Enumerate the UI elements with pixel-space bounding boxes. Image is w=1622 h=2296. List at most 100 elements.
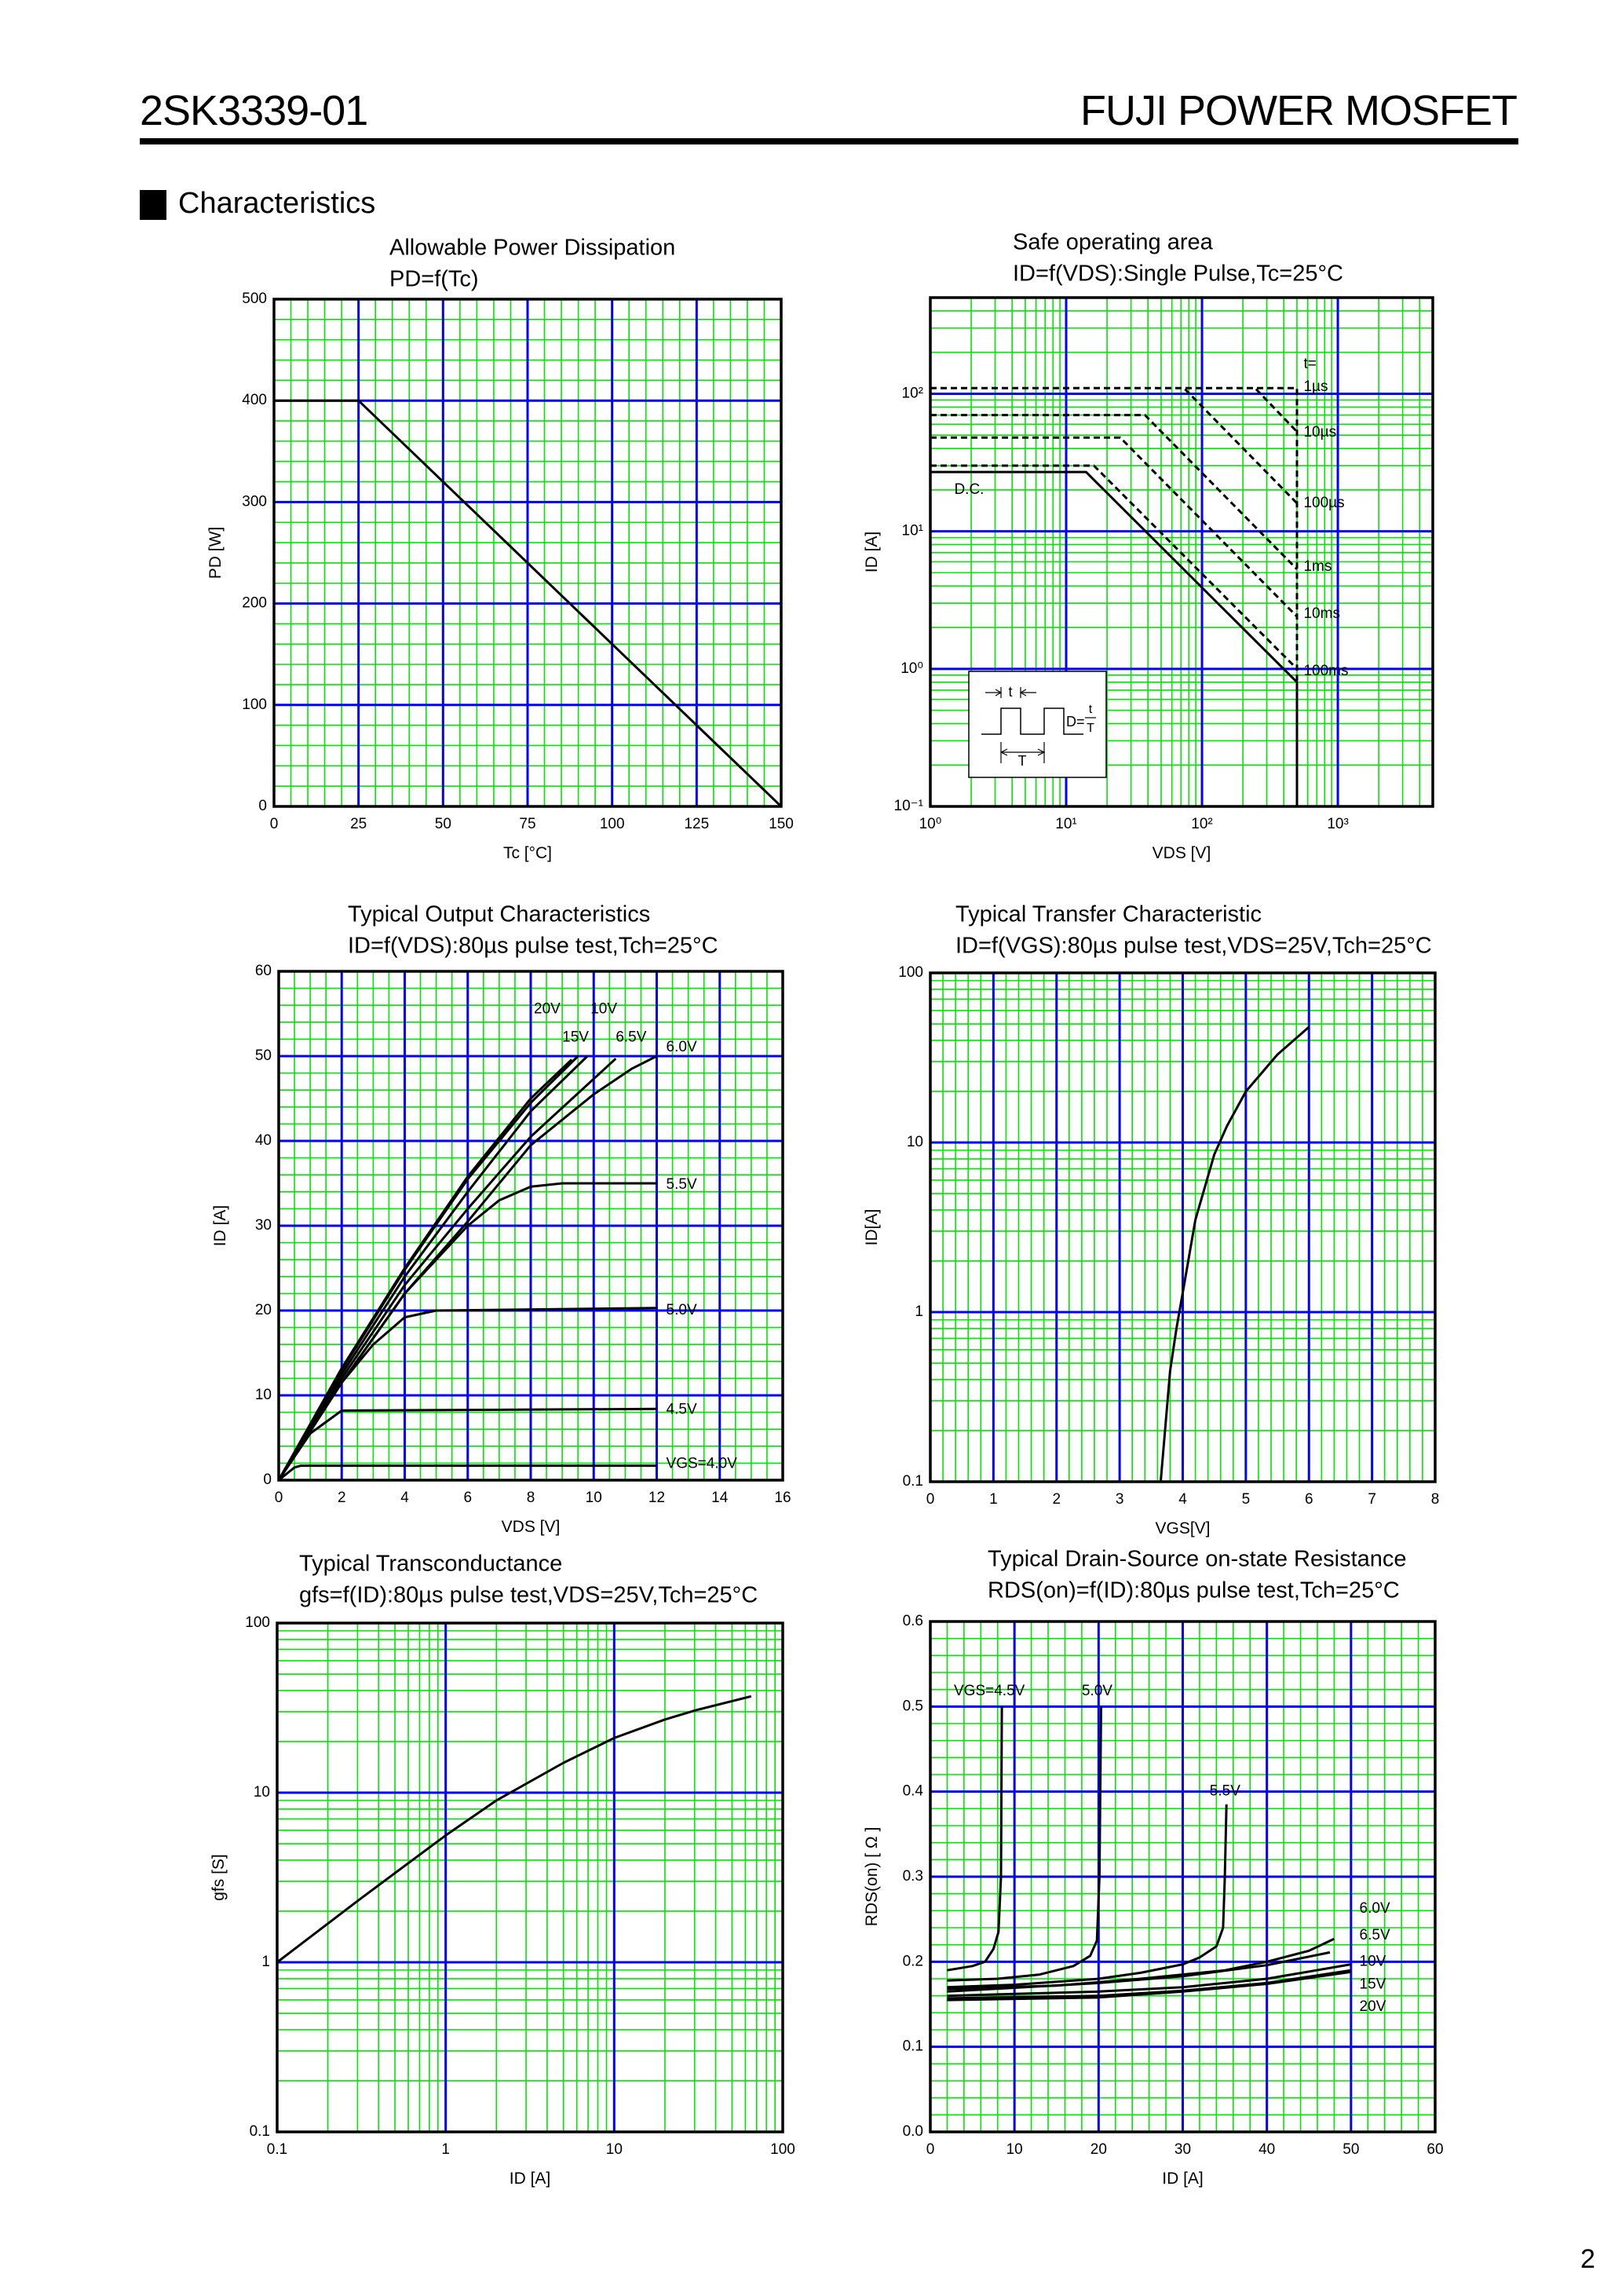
x-tick-label: 60	[1427, 2141, 1443, 2158]
y-tick-label: 0	[263, 1472, 272, 1488]
y-tick-label: 50	[255, 1047, 272, 1064]
y-tick-label: 0.1	[903, 2038, 923, 2055]
chart-subtitle: PD=f(Tc)	[389, 267, 479, 292]
x-tick-label: 0.1	[267, 2141, 287, 2158]
x-axis-label: VDS [V]	[1153, 844, 1211, 862]
x-tick-label: 0	[275, 1490, 283, 1506]
x-tick-label: 50	[435, 816, 451, 832]
series-label: VGS=4.0V	[667, 1455, 738, 1472]
series-line-10s	[1255, 388, 1299, 433]
x-tick-label: 75	[519, 816, 535, 832]
grid	[277, 970, 784, 1482]
series-label: 6.5V	[1360, 1927, 1390, 1943]
chart-title: Typical Transconductance	[299, 1552, 562, 1577]
chart-3: 0 1 2 3 4 5 6 7 8 0.1 1 10 100 VGS[V] ID[A] Typical Tra…	[863, 902, 1439, 1537]
x-tick-label: 10	[1006, 2141, 1023, 2158]
series-line-VGS4.5V	[947, 1706, 1003, 1972]
series-line-100ms	[930, 464, 1299, 670]
series-label: 20V	[534, 1001, 561, 1018]
plot-frame	[929, 971, 1437, 1483]
y-tick-label: 10²	[902, 385, 923, 401]
y-tick-label: 0.4	[903, 1783, 924, 1800]
manufacturer-title: FUJI POWER MOSFET	[1080, 87, 1518, 134]
series-line-4.5V	[277, 1407, 657, 1481]
x-tick-label: 3	[1116, 1491, 1124, 1508]
y-axis-label: ID [A]	[211, 1205, 229, 1247]
series-label: 10V	[1360, 1953, 1386, 1969]
x-tick-label: 50	[1343, 2141, 1359, 2158]
series-line-6.5V	[947, 1951, 1331, 1993]
chart-subtitle: gfs=f(ID):80µs pulse test,VDS=25V,Tch=25…	[299, 1583, 758, 1608]
series-line-VGS4.0V	[278, 1464, 657, 1482]
grid	[276, 1621, 784, 2133]
series-line-5.0V	[947, 1706, 1102, 1982]
plot-frame	[276, 1621, 784, 2133]
x-tick-label: 16	[774, 1490, 791, 1506]
x-tick-label: 10	[586, 1490, 602, 1506]
x-tick-label: 20	[1090, 2141, 1107, 2158]
section-marker-square	[140, 190, 166, 220]
x-tick-label: 2	[338, 1490, 346, 1506]
x-tick-label: 14	[711, 1490, 729, 1506]
series-label: D.C.	[954, 481, 984, 498]
y-tick-label: 1	[261, 1954, 270, 1970]
chart-4: 0.1 1 10 100 0.1 1 10 100 ID [A] gfs [S] Typical T…	[210, 1552, 795, 2188]
series-label: 5.5V	[1210, 1783, 1240, 1800]
series-label: 10V	[590, 1001, 617, 1018]
y-tick-label: 100	[898, 964, 923, 981]
header-rule	[140, 138, 1518, 144]
plot-frame	[272, 298, 783, 808]
x-tick-label: 1	[441, 2141, 450, 2158]
x-tick-label: 25	[350, 816, 367, 832]
series-line-10V	[277, 1055, 589, 1481]
series-label: 4.5V	[667, 1401, 697, 1417]
y-tick-label: 40	[255, 1132, 272, 1149]
inset-T-label: T	[1018, 753, 1027, 769]
series-line	[276, 1695, 752, 1964]
y-tick-label: 10⁻¹	[894, 798, 924, 814]
chart-5: VGS=4.5V 5.0V 5.5V 6.0V 6.5V 10V 15V 20V 0 10 20 30…	[863, 1547, 1444, 2188]
grid	[929, 971, 1437, 1483]
y-tick-label: 200	[242, 595, 267, 612]
x-tick-label: 5	[1242, 1491, 1251, 1508]
x-tick-label: 7	[1368, 1491, 1376, 1508]
x-tick-label: 10³	[1327, 816, 1348, 832]
x-tick-label: 40	[1259, 2141, 1275, 2158]
x-tick-label: 100	[770, 2141, 795, 2158]
series-line-20V	[947, 1970, 1352, 2002]
x-tick-label: 10²	[1191, 816, 1212, 832]
x-tick-label: 0	[926, 1491, 935, 1508]
section-title: Characteristics	[178, 187, 376, 220]
x-tick-label: 6	[1305, 1491, 1313, 1508]
inset-duty-label: D=	[1066, 714, 1085, 729]
series-line-100s	[1184, 388, 1299, 504]
y-axis-label: PD [W]	[206, 527, 225, 579]
x-tick-label: 4	[400, 1490, 409, 1506]
x-axis-label: VGS[V]	[1155, 1519, 1210, 1537]
y-tick-label: 0	[258, 798, 267, 814]
grid	[929, 297, 1434, 808]
y-tick-label: 500	[242, 291, 267, 307]
y-tick-label: 10	[255, 1387, 272, 1403]
plot-frame	[929, 296, 1434, 808]
series-label: 15V	[1360, 1976, 1386, 1993]
x-tick-label: 6	[463, 1490, 472, 1506]
chart-title: Safe operating area	[1013, 230, 1214, 255]
inset-ratio-numerator: t	[1089, 703, 1093, 716]
series-line-15V	[277, 1055, 579, 1481]
x-axis-label: ID [A]	[510, 2170, 551, 2188]
series-label: 6.5V	[616, 1029, 646, 1045]
y-tick-label: 0.3	[903, 1868, 923, 1885]
x-tick-label: 10	[606, 2141, 623, 2158]
series-label: 6.0V	[1360, 1900, 1390, 1917]
part-number: 2SK3339-01	[140, 87, 368, 134]
series-label: 10µs	[1303, 424, 1336, 441]
chart-subtitle: ID=f(VDS):80µs pulse test,Tch=25°C	[348, 934, 718, 959]
y-tick-label: 10¹	[902, 523, 923, 539]
series-line-1s	[930, 386, 1299, 806]
y-tick-label: 0.2	[903, 1953, 923, 1969]
y-tick-label: 10	[254, 1784, 270, 1801]
inset-box	[968, 671, 1107, 778]
